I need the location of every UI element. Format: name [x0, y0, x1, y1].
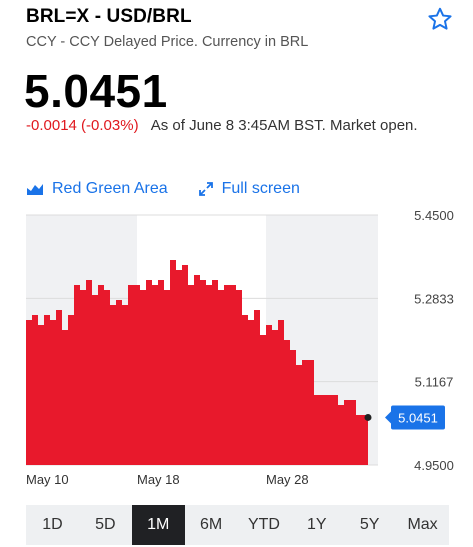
price-chart[interactable]: 5.4500 5.2833 5.1167 4.9500 5.0451 May 10 May …: [0, 210, 473, 500]
chart-toolbar: Red Green Area Full screen: [26, 180, 300, 198]
quote-header: BRL=X - USD/BRL CCY - CCY Delayed Price.…: [26, 6, 463, 50]
price-change-row: -0.0014 (-0.03%) As of June 8 3:45AM BST…: [26, 117, 418, 134]
price-change: -0.0014 (-0.03%): [26, 117, 139, 134]
badge-pointer: [385, 411, 391, 424]
last-price-dot: [364, 413, 372, 421]
current-price: 5.0451: [24, 65, 168, 117]
expand-icon: [198, 182, 213, 196]
range-tab-6m[interactable]: 6M: [199, 516, 223, 533]
range-tab-5y[interactable]: 5Y: [359, 516, 380, 533]
y-tick-label: 4.9500: [414, 458, 454, 473]
star-icon[interactable]: [427, 6, 453, 32]
y-tick-label: 5.1167: [415, 375, 454, 390]
area-chart-icon: [27, 184, 43, 195]
ticker-title: BRL=X - USD/BRL: [26, 6, 192, 27]
chart-type-label: Red Green Area: [52, 180, 168, 197]
range-tab-1m[interactable]: 1M: [131, 505, 185, 545]
ticker-subtitle: CCY - CCY Delayed Price. Currency in BRL: [26, 34, 309, 50]
range-tab-5d[interactable]: 5D: [95, 516, 116, 533]
current-price-badge-label: 5.0451: [398, 410, 438, 425]
x-tick-label: May 18: [137, 472, 180, 487]
chart-type-button[interactable]: Red Green Area: [26, 180, 168, 198]
range-tab-max[interactable]: Max: [407, 516, 438, 533]
time-range-tabs: 1D 5D 1M 6M YTD 1Y 5Y Max: [26, 505, 449, 545]
x-tick-label: May 28: [266, 472, 309, 487]
price-chart-svg: 5.4500 5.2833 5.1167 4.9500 5.0451 May 10 May …: [26, 210, 454, 487]
x-tick-label: May 10: [26, 472, 69, 487]
y-tick-label: 5.2833: [414, 291, 454, 306]
fullscreen-button[interactable]: Full screen: [198, 180, 300, 198]
range-tab-ytd[interactable]: YTD: [247, 516, 280, 533]
y-tick-label: 5.4500: [414, 210, 454, 223]
range-tab-1y[interactable]: 1Y: [307, 516, 327, 533]
current-price-badge: [391, 405, 445, 430]
range-tab-1d[interactable]: 1D: [42, 516, 63, 533]
fullscreen-label: Full screen: [221, 180, 300, 197]
price-area: [26, 260, 368, 465]
as-of-timestamp: As of June 8 3:45AM BST. Market open.: [150, 117, 418, 134]
